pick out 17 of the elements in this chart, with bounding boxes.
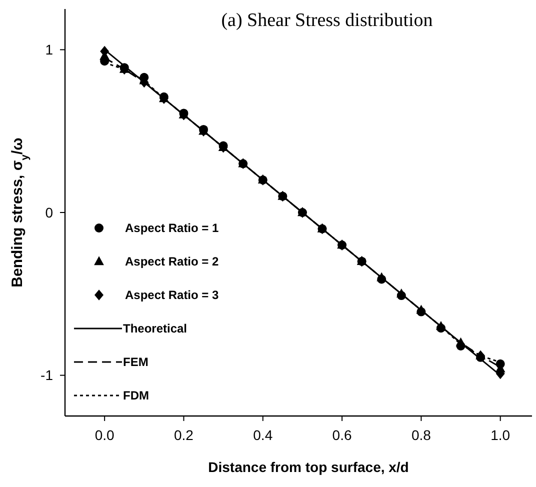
legend-label: FDM — [123, 388, 149, 403]
legend-label: Aspect Ratio = 3 — [125, 288, 220, 302]
legend-label: Theoretical — [123, 322, 188, 336]
x-tick-label: 0.4 — [253, 427, 273, 443]
chart-title: (a) Shear Stress distribution — [221, 10, 434, 31]
x-axis-title: Distance from top surface, x/d — [208, 459, 409, 475]
x-tick-label: 0.6 — [332, 427, 352, 443]
y-tick-label: 1 — [45, 42, 54, 58]
legend-label: Aspect Ratio = 2 — [125, 254, 220, 269]
x-tick-label: 0.2 — [174, 427, 194, 443]
x-tick-label: 1.0 — [490, 427, 510, 443]
y-tick-label: -1 — [40, 367, 54, 384]
x-tick-label: 0.8 — [411, 427, 432, 443]
y-tick-label: 0 — [45, 204, 54, 220]
legend-label: FEM — [123, 355, 148, 370]
legend-label: Aspect Ratio = 1 — [125, 221, 220, 236]
x-tick-label: 0.0 — [94, 427, 115, 443]
